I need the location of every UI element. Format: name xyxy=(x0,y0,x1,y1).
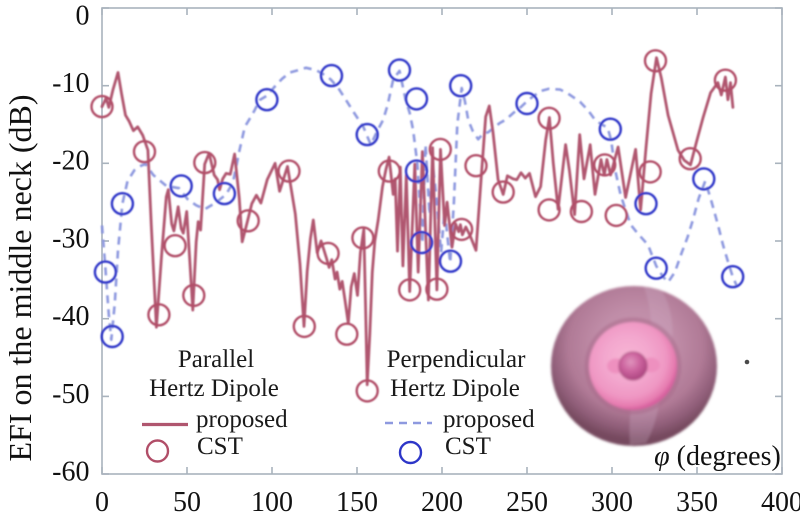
svg-text:-50: -50 xyxy=(52,379,89,410)
svg-text:150: 150 xyxy=(336,487,378,513)
svg-text:Perpendicular: Perpendicular xyxy=(387,346,527,373)
svg-text:CST: CST xyxy=(197,433,243,460)
svg-text:Hertz Dipole: Hertz Dipole xyxy=(149,375,279,402)
svg-text:-20: -20 xyxy=(52,146,89,177)
svg-text:0: 0 xyxy=(76,0,90,31)
svg-text:-60: -60 xyxy=(52,456,89,487)
svg-text:-40: -40 xyxy=(52,301,89,332)
svg-text:CST: CST xyxy=(445,433,491,460)
svg-text:50: 50 xyxy=(173,487,201,513)
svg-text:400: 400 xyxy=(761,487,800,513)
svg-text:Hertz Dipole: Hertz Dipole xyxy=(390,375,520,402)
svg-text:200: 200 xyxy=(421,487,463,513)
svg-text:350: 350 xyxy=(676,487,718,513)
svg-text:250: 250 xyxy=(506,487,548,513)
svg-text:100: 100 xyxy=(251,487,293,513)
svg-text:proposed: proposed xyxy=(443,406,535,433)
svg-text:-30: -30 xyxy=(52,223,89,254)
svg-text:-10: -10 xyxy=(52,68,89,99)
svg-text:Parallel: Parallel xyxy=(178,346,254,373)
svg-text:φ (degrees): φ (degrees) xyxy=(654,441,781,472)
svg-text:EFI on the middle neck (dB): EFI on the middle neck (dB) xyxy=(2,94,38,461)
svg-text:0: 0 xyxy=(95,487,109,513)
svg-text:300: 300 xyxy=(591,487,633,513)
svg-text:proposed: proposed xyxy=(196,406,288,433)
